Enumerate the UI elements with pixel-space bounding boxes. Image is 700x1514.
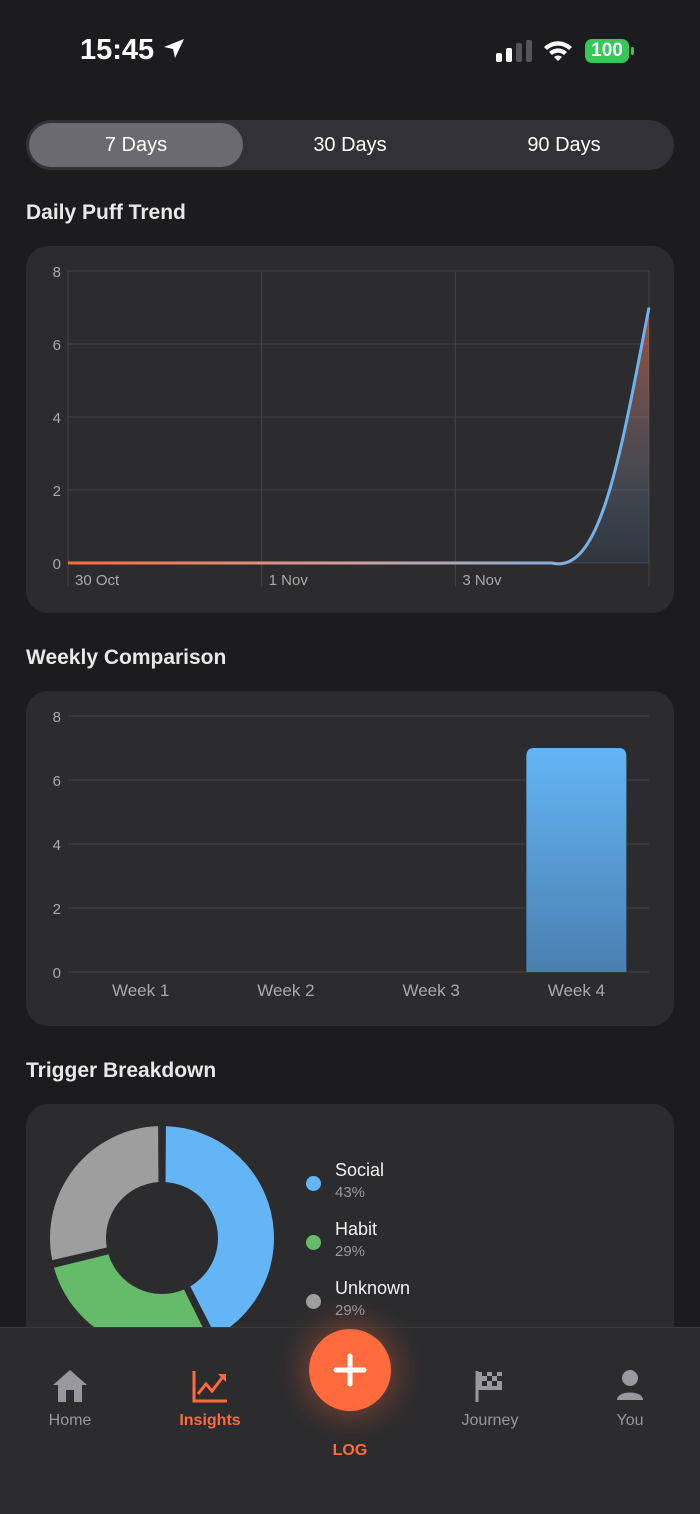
x-tick-label: 1 Nov (269, 572, 309, 589)
weekly-card: 0 2 4 6 8 Week 1 Week 2 Week 3 Week 4 (26, 691, 674, 1026)
x-tick-label: 3 Nov (462, 572, 502, 589)
y-tick-label: 2 (53, 483, 61, 500)
section-title-weekly: Weekly Comparison (26, 646, 227, 669)
nav-insights[interactable]: Insights (160, 1366, 260, 1430)
status-bar: 15:45 100 (0, 0, 700, 100)
y-tick-label: 6 (53, 337, 61, 354)
nav-journey[interactable]: Journey (440, 1366, 540, 1430)
section-title-triggers: Trigger Breakdown (26, 1059, 217, 1082)
legend-item-social: Social 43% (306, 1160, 410, 1201)
y-tick-label: 2 (53, 901, 61, 918)
line-chart: 0 2 4 6 8 30 Oct 1 Nov 3 Nov (53, 264, 651, 589)
cellular-signal-icon (496, 40, 532, 62)
y-tick-label: 6 (53, 773, 61, 790)
bar-chart: 0 2 4 6 8 Week 1 Week 2 Week 3 Week 4 (53, 709, 649, 1000)
bar (526, 748, 627, 972)
nav-home[interactable]: Home (20, 1366, 120, 1430)
y-tick-label: 8 (53, 264, 61, 281)
y-tick-label: 0 (53, 556, 61, 573)
donut-slice-social (165, 1126, 275, 1337)
y-tick-label: 8 (53, 709, 61, 726)
battery-indicator: 100 (585, 39, 629, 63)
plus-icon (333, 1353, 367, 1387)
area-fill (68, 307, 649, 564)
legend-item-unknown: Unknown 29% (306, 1278, 410, 1319)
tab-90-days[interactable]: 90 Days (527, 133, 601, 156)
clock: 15:45 (80, 34, 186, 67)
home-icon (53, 1370, 87, 1402)
donut-slice-unknown (49, 1126, 159, 1261)
trend-card: 0 2 4 6 8 30 Oct 1 Nov 3 Nov (26, 246, 674, 613)
y-tick-label: 4 (53, 410, 61, 427)
x-tick-label: Week 2 (257, 981, 314, 1000)
location-arrow-icon (164, 39, 185, 58)
x-tick-label: Week 3 (402, 981, 459, 1000)
legend-dot (306, 1294, 321, 1309)
wifi-icon (544, 41, 572, 61)
donut-slice-habit (54, 1254, 209, 1350)
checkered-flag-icon (475, 1371, 502, 1402)
range-segmented-control: 7 Days 30 Days 90 Days (26, 120, 674, 170)
tab-30-days[interactable]: 30 Days (313, 133, 387, 156)
legend-item-habit: Habit 29% (306, 1219, 410, 1260)
y-tick-label: 4 (53, 837, 61, 854)
section-title-trend: Daily Puff Trend (26, 201, 186, 224)
person-icon (617, 1370, 643, 1400)
battery-tip (631, 47, 634, 55)
trend-line (68, 307, 651, 566)
tab-7-days[interactable]: 7 Days (29, 123, 243, 167)
donut-chart (49, 1126, 275, 1350)
legend-dot (306, 1235, 321, 1250)
nav-you[interactable]: You (580, 1366, 680, 1430)
y-tick-label: 0 (53, 965, 61, 982)
log-button[interactable] (309, 1329, 391, 1411)
chart-trend-icon (192, 1371, 227, 1403)
legend-dot (306, 1176, 321, 1191)
x-tick-label: Week 1 (112, 981, 169, 1000)
log-label: LOG (332, 1442, 368, 1459)
trigger-card: Social 43% Habit 29% Unknown 29% (26, 1104, 674, 1364)
x-tick-label: Week 4 (548, 981, 605, 1000)
legend: Social 43% Habit 29% Unknown 29% (306, 1160, 410, 1337)
x-tick-label: 30 Oct (75, 572, 120, 589)
